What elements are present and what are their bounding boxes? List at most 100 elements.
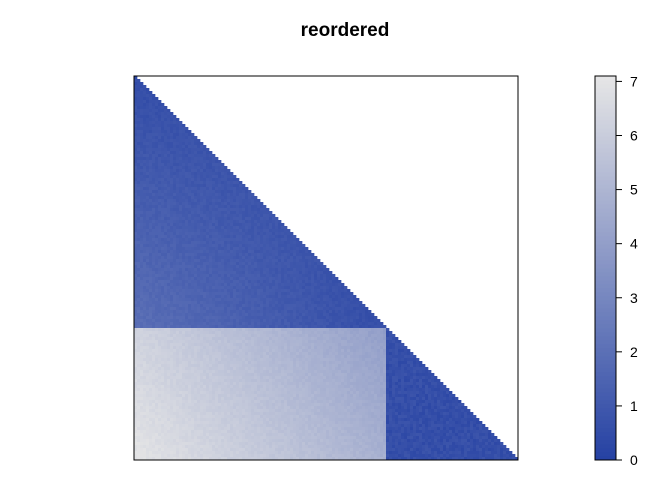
heatmap-cell (194, 193, 198, 197)
heatmap-cell (182, 130, 186, 134)
heatmap-cell (194, 166, 198, 170)
heatmap-cell (350, 355, 354, 359)
heatmap-cell (344, 292, 348, 296)
heatmap-cell (191, 352, 195, 356)
heatmap-cell (275, 298, 279, 302)
heatmap-cell (140, 277, 144, 281)
heatmap-cell (167, 202, 171, 206)
heatmap-cell (170, 178, 174, 182)
heatmap-cell (170, 160, 174, 164)
heatmap-cell (158, 337, 162, 341)
heatmap-cell (206, 295, 210, 299)
heatmap-cell (212, 334, 216, 338)
heatmap-cell (263, 301, 267, 305)
heatmap-cell (188, 310, 192, 314)
heatmap-cell (152, 292, 156, 296)
heatmap-cell (341, 298, 345, 302)
heatmap-cell (185, 145, 189, 149)
heatmap-cell (263, 250, 267, 254)
heatmap-cell (335, 349, 339, 353)
heatmap-cell (179, 256, 183, 260)
heatmap-cell (185, 274, 189, 278)
heatmap-cell (281, 247, 285, 251)
heatmap-cell (149, 277, 153, 281)
heatmap-cell (134, 325, 138, 329)
heatmap-cell (269, 352, 273, 356)
heatmap-cell (236, 196, 240, 200)
heatmap-cell (191, 259, 195, 263)
heatmap-cell (164, 322, 168, 326)
heatmap-cell (236, 265, 240, 269)
heatmap-cell (149, 205, 153, 209)
heatmap-cell (221, 238, 225, 242)
heatmap-cell (329, 274, 333, 278)
heatmap-cell (383, 358, 387, 362)
heatmap-cell (221, 193, 225, 197)
heatmap-cell (212, 250, 216, 254)
heatmap-cell (167, 310, 171, 314)
heatmap-cell (194, 223, 198, 227)
heatmap-cell (173, 256, 177, 260)
heatmap-cell (167, 136, 171, 140)
heatmap-cell (257, 310, 261, 314)
heatmap-cell (170, 331, 174, 335)
heatmap-cell (371, 334, 375, 338)
heatmap-cell (191, 319, 195, 323)
heatmap-cell (188, 154, 192, 158)
heatmap-cell (140, 283, 144, 287)
heatmap-cell (209, 244, 213, 248)
heatmap-cell (254, 304, 258, 308)
heatmap-cell (134, 223, 138, 227)
heatmap-cell (188, 223, 192, 227)
heatmap-cell (155, 190, 159, 194)
heatmap-cell (191, 196, 195, 200)
heatmap-cell (146, 88, 150, 92)
heatmap-cell (362, 361, 366, 365)
heatmap-cell (239, 223, 243, 227)
heatmap-cell (257, 226, 261, 230)
heatmap-cell (266, 328, 270, 332)
heatmap-cell (167, 148, 171, 152)
heatmap-cell (191, 172, 195, 176)
heatmap-cell (386, 334, 390, 338)
heatmap-cell (365, 313, 369, 317)
heatmap-cell (176, 190, 180, 194)
heatmap-cell (257, 307, 261, 311)
heatmap-cell (197, 211, 201, 215)
heatmap-cell (161, 160, 165, 164)
heatmap-cell (332, 337, 336, 341)
heatmap-cell (233, 334, 237, 338)
heatmap-cell (326, 319, 330, 323)
heatmap-cell (257, 322, 261, 326)
heatmap-cell (332, 313, 336, 317)
heatmap-cell (134, 100, 138, 104)
heatmap-cell (257, 334, 261, 338)
heatmap-cell (353, 349, 357, 353)
heatmap-cell (275, 325, 279, 329)
heatmap-cell (323, 322, 327, 326)
heatmap-cell (314, 364, 318, 368)
heatmap-cell (371, 322, 375, 326)
heatmap-cell (365, 367, 369, 371)
heatmap-cell (209, 169, 213, 173)
heatmap-cell (161, 202, 165, 206)
heatmap-cell (191, 256, 195, 260)
heatmap-cell (185, 319, 189, 323)
heatmap-cell (308, 289, 312, 293)
heatmap-cell (287, 349, 291, 353)
heatmap-cell (233, 214, 237, 218)
heatmap-cell (149, 316, 153, 320)
heatmap-cell (149, 334, 153, 338)
heatmap-cell (182, 271, 186, 275)
heatmap-cell (356, 304, 360, 308)
heatmap-cell (317, 370, 321, 374)
heatmap-cell (164, 244, 168, 248)
heatmap-cell (380, 361, 384, 365)
heatmap-cell (137, 118, 141, 122)
heatmap-cell (248, 352, 252, 356)
heatmap-cell (143, 181, 147, 185)
heatmap-cell (248, 214, 252, 218)
heatmap-cell (257, 247, 261, 251)
heatmap-cell (149, 343, 153, 347)
heatmap-cell (305, 277, 309, 281)
